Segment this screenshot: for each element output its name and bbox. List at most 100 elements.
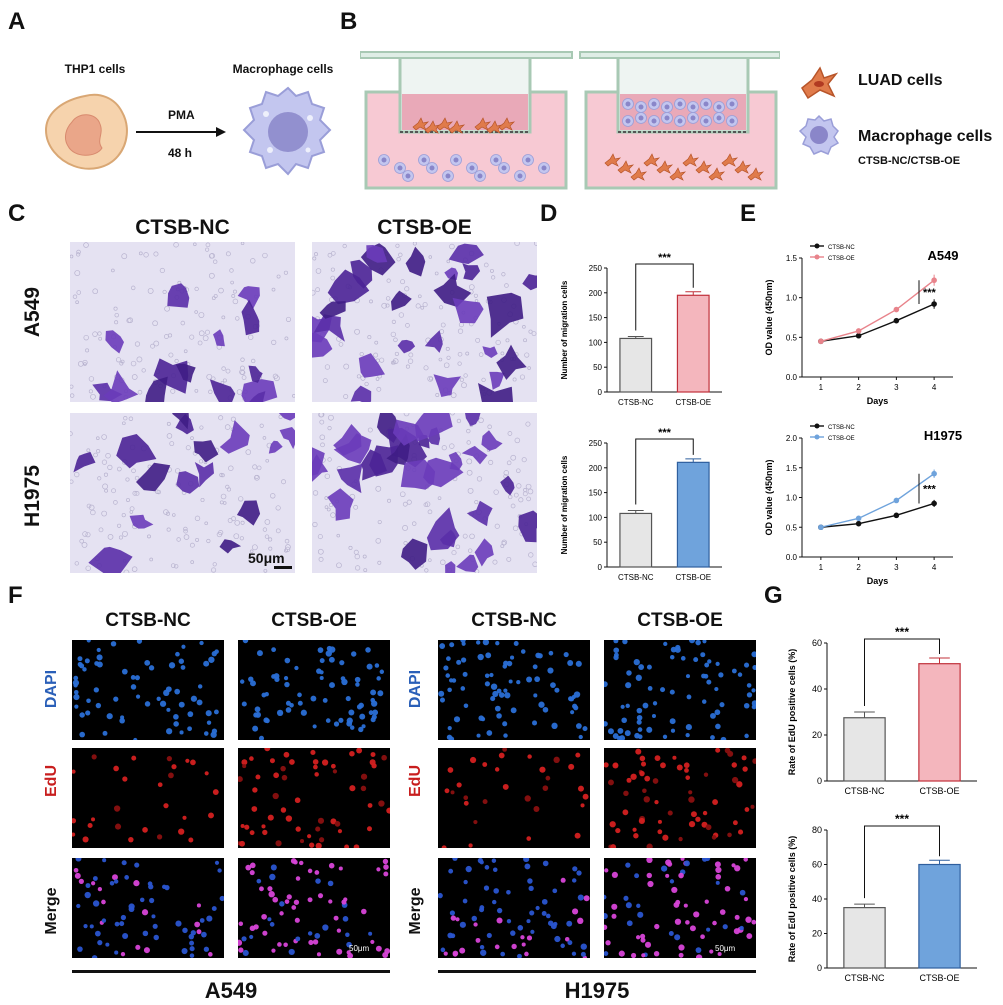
- merge-nucleus: [134, 862, 140, 868]
- edu-nucleus: [212, 789, 219, 795]
- edu-nucleus: [577, 785, 584, 792]
- merge-nucleus: [527, 878, 533, 884]
- merge-nucleus: [511, 943, 517, 950]
- dapi-nucleus: [241, 701, 247, 707]
- dapi-nucleus: [533, 693, 538, 698]
- c-col-nc: CTSB-NC: [135, 216, 230, 239]
- dapi-nucleus: [374, 663, 380, 668]
- merge-nucleus: [322, 924, 329, 931]
- panel-letter-c: C: [8, 200, 26, 227]
- edu-nucleus: [702, 810, 708, 816]
- merge-nucleus: [709, 949, 714, 954]
- dapi-nucleus: [271, 647, 277, 653]
- merge-nucleus: [637, 911, 644, 918]
- edu-nucleus: [744, 807, 750, 812]
- pore: [434, 271, 439, 276]
- pore: [239, 369, 245, 375]
- dapi-nucleus: [77, 661, 83, 667]
- edu-nucleus: [178, 828, 185, 835]
- x-tick-label: 3: [894, 563, 899, 572]
- dapi-nucleus: [187, 711, 194, 718]
- merge-nucleus: [547, 920, 554, 926]
- dapi-nucleus: [701, 699, 707, 704]
- dapi-nucleus: [460, 640, 466, 643]
- edu-nucleus: [644, 775, 651, 782]
- luad-cell: [617, 160, 635, 174]
- pore: [111, 488, 116, 494]
- migrated-cell: [116, 434, 157, 469]
- dapi-nucleus: [206, 720, 212, 725]
- dapi-nucleus: [284, 657, 291, 664]
- chart-title: H1975: [924, 428, 962, 443]
- pore: [492, 559, 498, 565]
- pore: [406, 499, 412, 505]
- pore: [516, 483, 522, 489]
- dapi-nucleus: [637, 727, 643, 732]
- pore: [220, 493, 227, 500]
- pore: [330, 275, 336, 281]
- edu-nucleus: [642, 788, 647, 794]
- pore: [170, 563, 176, 568]
- dapi-nucleus: [638, 664, 645, 670]
- y-tick-label: 20: [812, 929, 822, 939]
- dapi-nucleus: [685, 724, 692, 731]
- edu-nucleus: [344, 844, 350, 848]
- merge-nucleus: [105, 942, 110, 947]
- migrated-cell: [73, 451, 96, 473]
- dapi-nucleus: [622, 640, 628, 645]
- migrated-cell: [193, 440, 219, 463]
- edu-nucleus: [182, 815, 187, 820]
- pore: [386, 278, 391, 283]
- pore: [180, 320, 186, 326]
- migrated-cell: [518, 510, 537, 543]
- migrated-cell: [361, 449, 387, 481]
- f-group-a549: A549: [204, 978, 258, 1003]
- pore: [449, 443, 455, 449]
- pore: [197, 340, 203, 346]
- edu-nucleus: [321, 759, 329, 766]
- dapi-nucleus: [636, 719, 642, 725]
- dapi-nucleus: [250, 680, 256, 687]
- significance-stars: ***: [923, 484, 937, 496]
- merge-nucleus: [604, 924, 608, 930]
- y-tick-label: 1.0: [786, 294, 798, 303]
- data-point-CTSB-NC: [893, 512, 900, 519]
- merge-nucleus: [152, 923, 158, 929]
- edu-nucleus: [72, 818, 77, 824]
- edu-nucleus: [249, 756, 254, 761]
- merge-nucleus: [338, 866, 343, 871]
- pore: [402, 525, 409, 531]
- migrated-cell: [312, 332, 333, 358]
- merge-nucleus: [346, 941, 352, 948]
- merge-nucleus: [214, 860, 220, 865]
- edu-nucleus: [309, 842, 315, 848]
- edu-nucleus: [91, 754, 97, 760]
- pore: [113, 500, 118, 505]
- edu-nucleus: [482, 799, 488, 805]
- c-row-h1975: H1975: [21, 465, 44, 527]
- pore: [194, 286, 199, 292]
- pore: [523, 338, 527, 343]
- pore: [240, 520, 245, 525]
- edu-nucleus: [262, 829, 268, 836]
- pore: [457, 351, 463, 357]
- pore: [390, 331, 396, 337]
- chart-e2: 0.0 0.5 1.0 1.5 2.0 1 2 3 4 Days OD value (450nm) H…: [760, 416, 995, 591]
- merge-nucleus: [704, 899, 709, 904]
- migrated-cell: [241, 379, 278, 402]
- dapi-nucleus: [110, 641, 117, 647]
- merge-nucleus: [471, 915, 478, 922]
- series-line-CTSB-OE: [820, 279, 935, 342]
- dapi-nucleus: [453, 716, 461, 723]
- pore: [85, 532, 91, 538]
- merge-nucleus: [625, 862, 631, 868]
- merge-nucleus: [683, 903, 688, 908]
- x-tick-label: CTSB-OE: [919, 973, 959, 983]
- pore: [403, 541, 408, 546]
- merge-nucleus: [517, 925, 524, 931]
- edu-nucleus: [738, 829, 744, 835]
- dapi-nucleus: [636, 707, 643, 714]
- migrated-cell: [400, 459, 436, 490]
- dapi-nucleus: [174, 688, 181, 695]
- series-line-CTSB-NC: [820, 303, 935, 342]
